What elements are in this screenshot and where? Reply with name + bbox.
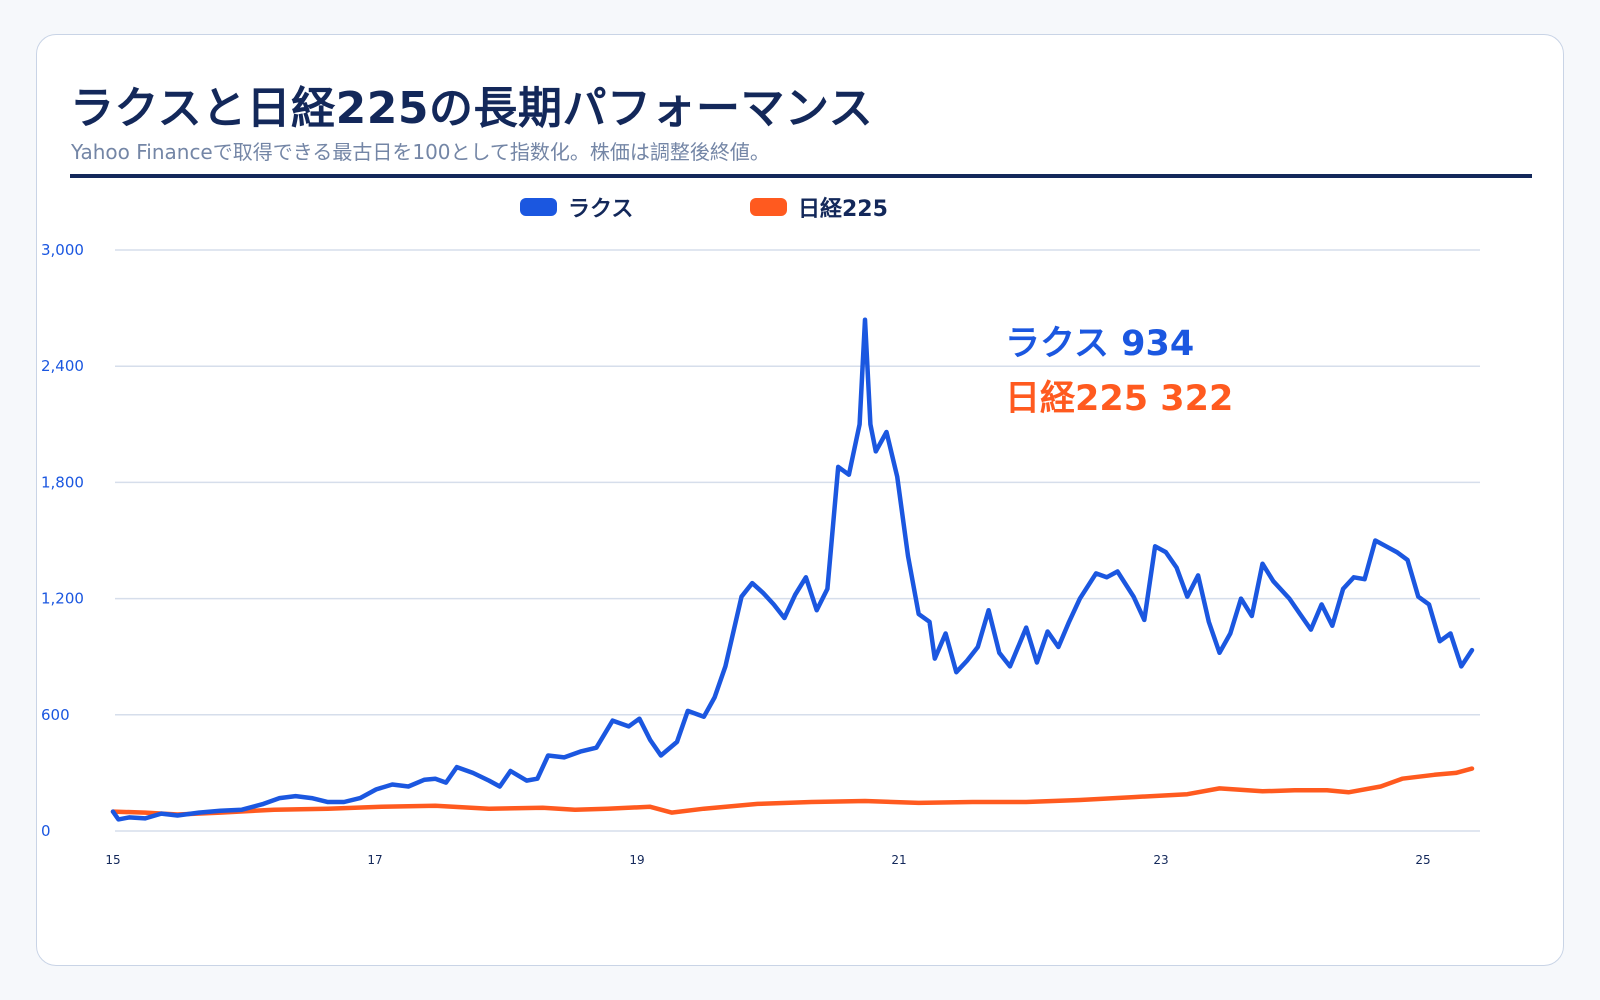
legend-item-nikkei[interactable]: 日経225 [750, 196, 888, 222]
y-tick-label: 0 [41, 822, 51, 840]
series-line-rakus [110, 317, 1475, 822]
legend-swatch [750, 198, 787, 216]
legend-label: 日経225 [798, 196, 888, 222]
y-axis-ticks: 0 600 1,200 1,800 2,400 3,000 [41, 241, 84, 840]
x-tick-label: 19 [629, 853, 644, 867]
legend-label: ラクス [568, 197, 633, 222]
title-divider [70, 174, 1532, 178]
page-subtitle: Yahoo Financeで取得できる最古日を100として指数化。株価は調整後終… [71, 140, 770, 164]
x-tick-label: 23 [1153, 853, 1168, 867]
end-label-nikkei: 日経225 322 [1005, 379, 1233, 419]
y-tick-label: 600 [41, 706, 70, 724]
y-tick-label: 2,400 [41, 357, 84, 375]
x-tick-label: 25 [1415, 853, 1430, 867]
end-label-rakus: ラクス 934 [1005, 324, 1194, 364]
series-line-nikkei [110, 766, 1475, 817]
x-tick-label: 21 [891, 853, 906, 867]
y-tick-label: 3,000 [41, 241, 84, 259]
x-tick-label: 17 [367, 853, 382, 867]
legend-item-rakus[interactable]: ラクス [520, 197, 633, 222]
y-tick-label: 1,200 [41, 590, 84, 608]
x-axis-ticks: 15 17 19 21 23 25 [105, 853, 1430, 867]
end-labels: ラクス 934 日経225 322 [1005, 324, 1233, 419]
legend-swatch [520, 198, 557, 216]
y-tick-label: 1,800 [41, 473, 84, 491]
legend[interactable]: ラクス 日経225 [520, 196, 888, 222]
page-title: ラクスと日経225の長期パフォーマンス [70, 83, 874, 134]
series-lines [110, 317, 1475, 822]
gridlines [115, 249, 1480, 832]
x-tick-label: 15 [105, 853, 120, 867]
